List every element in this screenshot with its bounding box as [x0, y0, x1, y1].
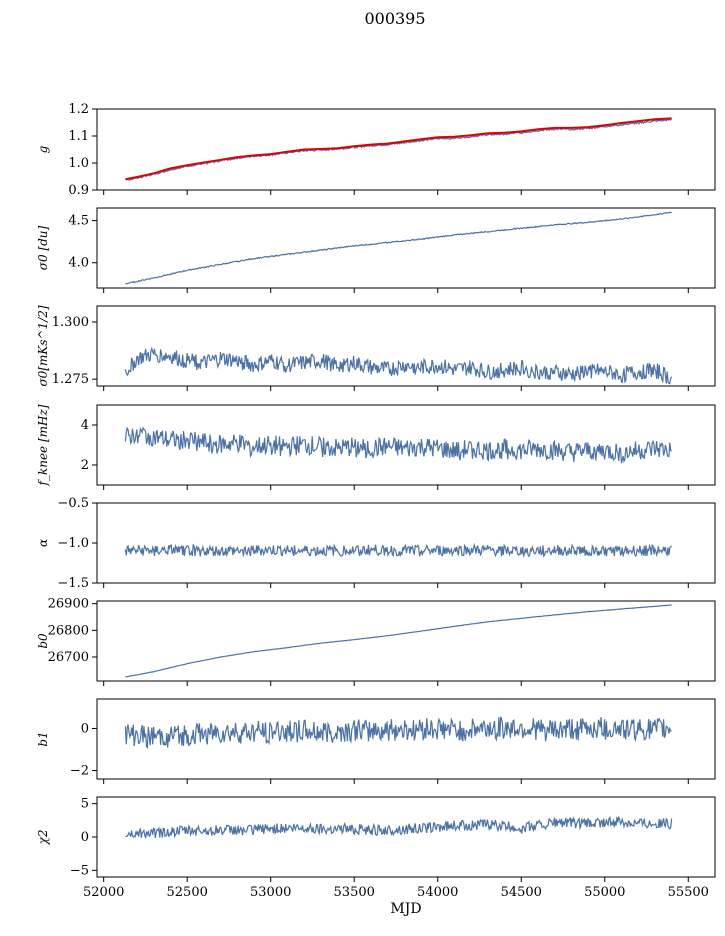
series-line-1	[124, 716, 672, 749]
axes-frame	[96, 502, 716, 584]
y-tick-label: 26700	[48, 650, 89, 665]
panel-4: 2 4 f_knee [mHz]	[36, 404, 716, 490]
y-tick-label: −0.5	[57, 496, 89, 511]
axes-frame	[96, 600, 716, 682]
axes-frame	[96, 404, 716, 486]
x-tick-label: 55000	[584, 885, 625, 900]
axes-frame	[96, 796, 716, 878]
y-tick-label: 26800	[48, 623, 89, 638]
y-tick-label: 1.1	[68, 129, 89, 144]
y-axis-label: b0	[36, 633, 50, 649]
x-axis-label: MJD	[390, 901, 421, 917]
y-tick-label: 4	[81, 418, 89, 433]
series-line-1	[124, 542, 672, 558]
y-axis-label: χ2	[36, 830, 50, 846]
x-tick-label: 55500	[668, 885, 709, 900]
series-line-1	[124, 346, 673, 385]
y-axis-label: σ0[mKs^1/2]	[36, 305, 50, 386]
y-tick-label: 4.5	[68, 214, 89, 229]
panel-1: 0.9 1.0 1.1 1.2 g	[36, 102, 716, 198]
series-line-1	[124, 426, 672, 464]
y-tick-label: 1.0	[68, 156, 89, 171]
panel-2: 4.0 4.5 σ0 [du]	[36, 207, 716, 293]
x-tick-label: 52500	[167, 885, 208, 900]
x-tick-label: 54500	[501, 885, 542, 900]
y-tick-label: 4.0	[68, 256, 89, 271]
y-axis-label: σ0 [du]	[36, 225, 50, 270]
y-tick-label: 0.9	[68, 183, 89, 198]
panel-5: −1.5 −1.0 −0.5 α	[36, 496, 716, 591]
y-tick-label: 2	[81, 458, 89, 473]
x-tick-label: 54000	[417, 885, 458, 900]
axes-frame	[96, 698, 716, 780]
panels: 0.9 1.0 1.1 1.2 g 4.0 4.5 σ0 [du] 1.275 1.300σ0[m…	[36, 102, 716, 917]
model-line	[125, 117, 672, 181]
y-axis-label: α	[36, 539, 50, 547]
figure-title: 000395	[364, 9, 425, 28]
y-axis-label: g	[36, 145, 50, 153]
x-tick-label: 53000	[250, 885, 291, 900]
y-tick-label: 5	[81, 797, 89, 812]
axes-frame	[96, 207, 716, 289]
axes-frame	[96, 305, 716, 387]
panel-7: −2 0 b1	[36, 698, 716, 784]
y-axis-label: b1	[36, 731, 50, 746]
series-line-1	[125, 604, 672, 678]
axes-frame	[96, 108, 716, 191]
y-tick-label: −1.0	[57, 536, 89, 551]
series-line-1	[125, 211, 672, 285]
x-tick-label: 53500	[334, 885, 375, 900]
y-tick-label: 1.300	[52, 315, 89, 330]
y-tick-label: −1.5	[57, 576, 89, 591]
y-tick-label: 1.2	[68, 102, 89, 117]
y-tick-label: 26900	[48, 597, 89, 612]
series-line-1	[125, 118, 672, 181]
y-tick-label: 1.275	[52, 372, 89, 387]
series-line-1	[125, 815, 673, 839]
x-tick-label: 52000	[83, 885, 124, 900]
y-tick-label: −5	[70, 863, 89, 878]
panel-8: −5 0 5 χ2	[36, 796, 716, 882]
y-tick-label: 0	[81, 721, 89, 736]
y-tick-label: 0	[81, 830, 89, 845]
y-axis-label: f_knee [mHz]	[36, 404, 50, 486]
y-tick-label: −2	[70, 764, 89, 779]
panel-6: 26700 26800 26900 b0	[36, 597, 716, 686]
